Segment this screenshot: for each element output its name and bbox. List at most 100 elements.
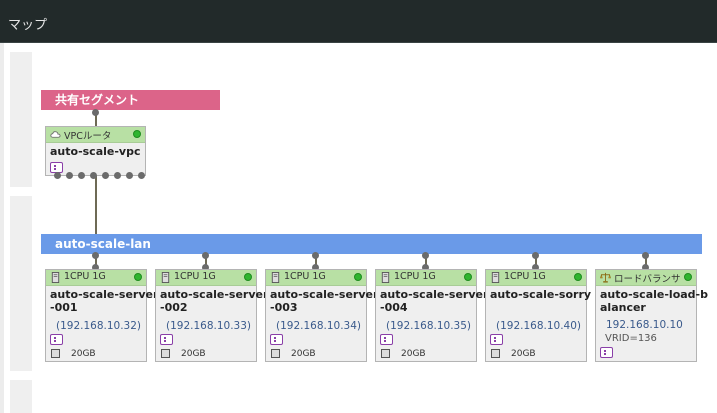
status-indicator-icon	[134, 273, 142, 281]
server-name: auto-scale-server -004	[380, 288, 489, 314]
lb-ip: 192.168.10.10	[606, 319, 683, 331]
server-name: auto-scale-server -003	[270, 288, 379, 314]
server-card[interactable]: 1CPU 1G auto-scale-server -003 (192.168.10…	[265, 269, 378, 362]
status-indicator-icon	[464, 273, 472, 281]
map-column-band	[10, 380, 32, 413]
status-indicator-icon	[133, 130, 141, 138]
lb-name: auto-scale-load-b alancer	[600, 288, 708, 314]
disk-icon	[491, 349, 500, 358]
load-balancer-card[interactable]: ロードバランサ auto-scale-load-b alancer 192.168.…	[595, 269, 708, 362]
map-column-band	[10, 196, 32, 371]
console-icon[interactable]	[600, 347, 613, 358]
server-spec: 1CPU 1G	[284, 271, 326, 282]
lan-port[interactable]	[532, 252, 539, 259]
map-column-band	[10, 52, 32, 187]
server-card-header: 1CPU 1G	[156, 270, 256, 286]
server-spec: 1CPU 1G	[394, 271, 436, 282]
lan-port[interactable]	[422, 264, 429, 271]
router-lan-link	[95, 176, 97, 236]
lan-port[interactable]	[312, 252, 319, 259]
lan-port[interactable]	[202, 264, 209, 271]
switch-bar[interactable]: auto-scale-lan	[41, 234, 702, 254]
disk-icon	[381, 349, 390, 358]
router-port[interactable]	[78, 172, 85, 179]
router-port[interactable]	[90, 172, 97, 179]
server-card[interactable]: 1CPU 1G auto-scale-server -004 (192.168.10…	[375, 269, 488, 362]
status-indicator-icon	[684, 273, 692, 281]
shared-segment-bar[interactable]: 共有セグメント	[41, 90, 220, 110]
router-card-header: VPCルータ	[46, 127, 145, 143]
cloud-icon	[50, 131, 61, 138]
status-indicator-icon	[244, 273, 252, 281]
server-name: auto-scale-sorry	[490, 288, 592, 301]
app-header: マップ	[0, 0, 717, 43]
status-indicator-icon	[574, 273, 582, 281]
node-link	[645, 255, 647, 269]
server-card-header: 1CPU 1G	[46, 270, 146, 286]
server-icon	[271, 272, 280, 283]
lan-port[interactable]	[642, 264, 649, 271]
server-ip: (192.168.10.40)	[496, 320, 582, 332]
lan-port[interactable]	[92, 252, 99, 259]
server-spec: 1CPU 1G	[174, 271, 216, 282]
server-card[interactable]: 1CPU 1G auto-scale-sorry (192.168.10.40) 20…	[485, 269, 591, 362]
console-icon[interactable]	[50, 334, 63, 345]
server-ip: (192.168.10.34)	[276, 320, 362, 332]
console-icon[interactable]	[490, 334, 503, 345]
router-port[interactable]	[102, 172, 109, 179]
disk-icon	[51, 349, 60, 358]
server-ip: (192.168.10.33)	[166, 320, 252, 332]
node-link	[95, 255, 97, 269]
node-link	[205, 255, 207, 269]
segment-router-link	[95, 107, 97, 129]
router-name: auto-scale-vpc	[50, 145, 141, 158]
lb-card-header: ロードバランサ	[596, 270, 696, 286]
router-type-label: VPCルータ	[64, 131, 112, 142]
console-icon[interactable]	[380, 334, 393, 345]
lan-port[interactable]	[312, 264, 319, 271]
server-card-header: 1CPU 1G	[486, 270, 586, 286]
console-icon[interactable]	[270, 334, 283, 345]
server-icon	[51, 272, 60, 283]
lan-port[interactable]	[422, 252, 429, 259]
disk-size: 20GB	[181, 349, 206, 359]
node-link	[425, 255, 427, 269]
lb-type-label: ロードバランサ	[614, 274, 681, 285]
router-port[interactable]	[126, 172, 133, 179]
server-card-header: 1CPU 1G	[266, 270, 366, 286]
server-card[interactable]: 1CPU 1G auto-scale-server -002 (192.168.10…	[155, 269, 268, 362]
server-card[interactable]: 1CPU 1G auto-scale-server -001 (192.168.10…	[45, 269, 158, 362]
disk-icon	[161, 349, 170, 358]
disk-size: 20GB	[291, 349, 316, 359]
balance-scale-icon	[600, 272, 611, 283]
lan-port[interactable]	[532, 264, 539, 271]
server-card-header: 1CPU 1G	[376, 270, 476, 286]
lan-port[interactable]	[642, 252, 649, 259]
segment-port[interactable]	[92, 109, 99, 116]
server-name: auto-scale-server -002	[160, 288, 269, 314]
console-icon[interactable]	[160, 334, 173, 345]
node-link	[535, 255, 537, 269]
router-port[interactable]	[54, 172, 61, 179]
node-link	[315, 255, 317, 269]
router-port[interactable]	[138, 172, 145, 179]
router-port[interactable]	[114, 172, 121, 179]
left-border	[0, 43, 4, 413]
server-icon	[491, 272, 500, 283]
lan-port[interactable]	[92, 264, 99, 271]
disk-size: 20GB	[71, 349, 96, 359]
server-ip: (192.168.10.32)	[56, 320, 142, 332]
router-port[interactable]	[66, 172, 73, 179]
server-ip: (192.168.10.35)	[386, 320, 472, 332]
page-title: マップ	[8, 18, 48, 33]
server-name: auto-scale-server -001	[50, 288, 159, 314]
disk-size: 20GB	[401, 349, 426, 359]
status-indicator-icon	[354, 273, 362, 281]
server-icon	[381, 272, 390, 283]
vpc-router-card[interactable]: VPCルータ auto-scale-vpc	[45, 126, 146, 176]
server-spec: 1CPU 1G	[64, 271, 106, 282]
lan-port[interactable]	[202, 252, 209, 259]
disk-size: 20GB	[511, 349, 536, 359]
server-spec: 1CPU 1G	[504, 271, 546, 282]
disk-icon	[271, 349, 280, 358]
